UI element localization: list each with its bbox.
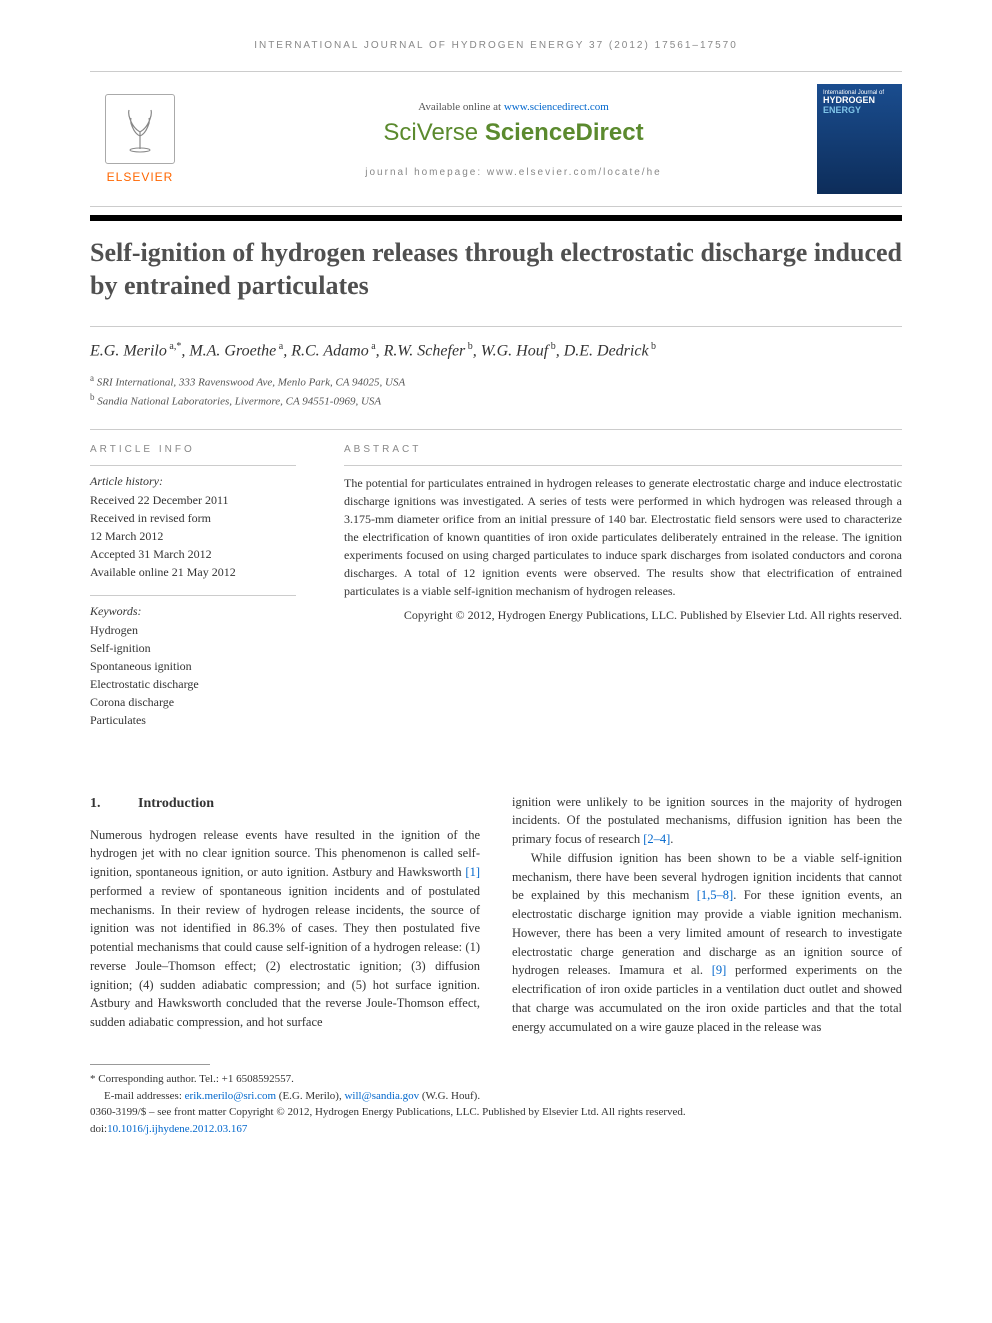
header-center: Available online at www.sciencedirect.co… bbox=[210, 101, 817, 178]
doi-label: doi: bbox=[90, 1123, 107, 1135]
email-label: E-mail addresses: bbox=[104, 1090, 185, 1102]
section-1-heading: 1.Introduction bbox=[90, 793, 480, 814]
abstract-column: ABSTRACT The potential for particulates … bbox=[320, 430, 902, 743]
body-right-column: ignition were unlikely to be ignition so… bbox=[512, 793, 902, 1037]
abstract-heading: ABSTRACT bbox=[344, 444, 902, 455]
corresponding-author: * Corresponding author. Tel.: +1 6508592… bbox=[90, 1071, 902, 1088]
issn-copyright-line: 0360-3199/$ – see front matter Copyright… bbox=[90, 1104, 902, 1121]
affiliations: a SRI International, 333 Ravenswood Ave,… bbox=[90, 372, 902, 410]
elsevier-logo: ELSEVIER bbox=[90, 84, 190, 194]
intro-paragraph-1: Numerous hydrogen release events have re… bbox=[90, 826, 480, 1032]
sciverse-prefix: SciVerse bbox=[383, 119, 484, 146]
title-rule bbox=[90, 326, 902, 327]
affil-sup: b bbox=[90, 392, 95, 402]
journal-header: ELSEVIER Available online at www.science… bbox=[90, 71, 902, 207]
body-left-column: 1.Introduction Numerous hydrogen release… bbox=[90, 793, 480, 1037]
footnotes: * Corresponding author. Tel.: +1 6508592… bbox=[90, 1071, 902, 1137]
keyword: Spontaneous ignition bbox=[90, 657, 296, 675]
intro-continuation: ignition were unlikely to be ignition so… bbox=[512, 793, 902, 849]
cover-line3: ENERGY bbox=[823, 106, 896, 116]
keyword: Hydrogen bbox=[90, 621, 296, 639]
email-paren-1: (E.G. Merilo), bbox=[276, 1090, 344, 1102]
email-link-1[interactable]: erik.merilo@sri.com bbox=[185, 1090, 276, 1102]
elsevier-tree-icon bbox=[105, 94, 175, 164]
available-online-text: Available online at www.sciencedirect.co… bbox=[210, 101, 817, 113]
author-list: E.G. Merilo a,*, M.A. Groethe a, R.C. Ad… bbox=[90, 341, 902, 360]
article-page: INTERNATIONAL JOURNAL OF HYDROGEN ENERGY… bbox=[0, 0, 992, 1167]
tree-icon bbox=[115, 104, 165, 154]
article-history-box: Article history: Received 22 December 20… bbox=[90, 465, 296, 581]
title-separator-bar bbox=[90, 215, 902, 221]
abstract-text: The potential for particulates entrained… bbox=[344, 465, 902, 600]
doi-link[interactable]: 10.1016/j.ijhydene.2012.03.167 bbox=[107, 1123, 247, 1135]
journal-cover-thumbnail: International Journal of HYDROGEN ENERGY bbox=[817, 84, 902, 194]
keywords-label: Keywords: bbox=[90, 604, 296, 619]
history-line: Received in revised form bbox=[90, 509, 296, 527]
history-label: Article history: bbox=[90, 474, 296, 489]
affiliation-b: b Sandia National Laboratories, Livermor… bbox=[90, 391, 902, 410]
journal-homepage: journal homepage: www.elsevier.com/locat… bbox=[210, 167, 817, 178]
affiliation-a: a SRI International, 333 Ravenswood Ave,… bbox=[90, 372, 902, 391]
keywords-box: Keywords: Hydrogen Self-ignition Spontan… bbox=[90, 595, 296, 729]
article-info-column: ARTICLE INFO Article history: Received 2… bbox=[90, 430, 320, 743]
keyword: Self-ignition bbox=[90, 639, 296, 657]
intro-paragraph-2: While diffusion ignition has been shown … bbox=[512, 849, 902, 1037]
affil-sup: a bbox=[90, 373, 94, 383]
section-title: Introduction bbox=[138, 796, 214, 811]
keyword: Corona discharge bbox=[90, 693, 296, 711]
info-abstract-row: ARTICLE INFO Article history: Received 2… bbox=[90, 429, 902, 743]
section-number: 1. bbox=[90, 793, 138, 814]
sciverse-brand: SciVerse ScienceDirect bbox=[210, 119, 817, 147]
keyword: Particulates bbox=[90, 711, 296, 729]
affil-text: Sandia National Laboratories, Livermore,… bbox=[97, 396, 381, 408]
available-prefix: Available online at bbox=[418, 101, 504, 113]
email-paren-2: (W.G. Houf). bbox=[419, 1090, 480, 1102]
abstract-copyright: Copyright © 2012, Hydrogen Energy Public… bbox=[344, 606, 902, 624]
footnote-rule bbox=[90, 1064, 210, 1065]
article-info-heading: ARTICLE INFO bbox=[90, 444, 296, 455]
email-line: E-mail addresses: erik.merilo@sri.com (E… bbox=[104, 1088, 902, 1105]
body-two-column: 1.Introduction Numerous hydrogen release… bbox=[90, 793, 902, 1037]
email-link-2[interactable]: will@sandia.gov bbox=[344, 1090, 419, 1102]
history-line: Received 22 December 2011 bbox=[90, 491, 296, 509]
affil-text: SRI International, 333 Ravenswood Ave, M… bbox=[97, 377, 405, 389]
running-head: INTERNATIONAL JOURNAL OF HYDROGEN ENERGY… bbox=[90, 40, 902, 51]
history-line: Accepted 31 March 2012 bbox=[90, 545, 296, 563]
history-line: Available online 21 May 2012 bbox=[90, 563, 296, 581]
keyword: Electrostatic discharge bbox=[90, 675, 296, 693]
elsevier-wordmark: ELSEVIER bbox=[107, 170, 174, 184]
history-line: 12 March 2012 bbox=[90, 527, 296, 545]
doi-line: doi:10.1016/j.ijhydene.2012.03.167 bbox=[90, 1121, 902, 1138]
sciencedirect-link[interactable]: www.sciencedirect.com bbox=[504, 101, 609, 113]
article-title: Self-ignition of hydrogen releases throu… bbox=[90, 237, 902, 302]
sciencedirect-word: ScienceDirect bbox=[485, 119, 644, 146]
